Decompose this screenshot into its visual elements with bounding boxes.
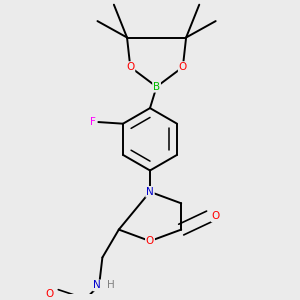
Text: O: O <box>146 236 154 246</box>
Text: N: N <box>93 280 101 290</box>
Text: H: H <box>107 280 115 290</box>
Text: O: O <box>46 289 54 298</box>
Text: N: N <box>146 187 154 197</box>
Text: O: O <box>179 62 187 72</box>
Text: O: O <box>126 62 134 72</box>
Text: O: O <box>212 212 220 221</box>
Text: B: B <box>153 82 160 92</box>
Text: F: F <box>89 117 95 127</box>
